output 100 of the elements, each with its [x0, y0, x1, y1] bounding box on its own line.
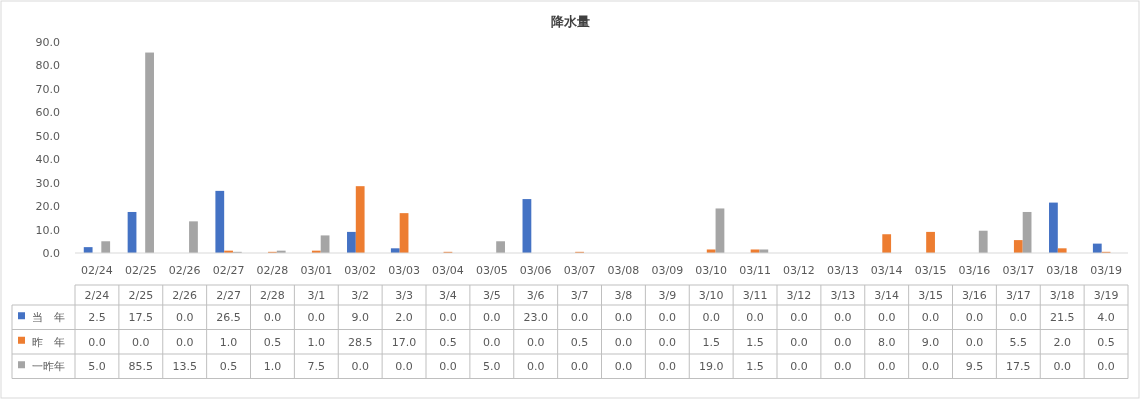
text: 3/7	[570, 289, 589, 302]
data-label: 0.0	[834, 335, 852, 349]
text: 3/18	[1049, 289, 1075, 302]
data-label: 1.0	[263, 360, 282, 374]
data-label: 17.5	[1006, 360, 1031, 374]
data-label: 7.5	[307, 360, 326, 374]
data-label: 0.0	[790, 360, 808, 374]
text: 3/1	[307, 289, 326, 302]
x-tick-label: 03/13	[826, 264, 859, 277]
data-label: 0.0	[921, 311, 940, 325]
x-tick-label: 03/19	[1090, 264, 1122, 277]
chart-title: 降水量	[551, 14, 590, 29]
data-label: 0.0	[439, 360, 457, 374]
data-label: 0.0	[88, 335, 106, 349]
data-label: 0.0	[570, 360, 589, 374]
x-tick-label: 03/10	[695, 264, 728, 277]
text: 3/10	[698, 289, 724, 302]
data-label: 0.0	[307, 311, 326, 325]
legend-label: 一昨年	[32, 360, 65, 374]
data-label: 9.0	[351, 311, 369, 325]
data-label: 0.0	[658, 360, 677, 374]
data-label: 0.0	[483, 311, 501, 325]
data-label: 0.0	[658, 335, 677, 349]
text: 2/25	[128, 289, 154, 302]
data-label: 0.0	[746, 311, 764, 325]
data-label: 26.5	[216, 311, 241, 325]
data-label: 13.5	[172, 360, 197, 374]
legend-label: 昨 年	[32, 335, 65, 349]
x-tick-label: 03/07	[563, 264, 596, 277]
data-label: 0.0	[614, 335, 633, 349]
data-label: 0.0	[965, 311, 984, 325]
legend-label: 当 年	[32, 311, 65, 325]
data-label: 0.0	[263, 311, 282, 325]
x-tick-label: 02/28	[256, 264, 289, 277]
data-label: 85.5	[128, 360, 154, 374]
data-label: 23.0	[523, 311, 548, 325]
y-tick-label: 90.0	[35, 36, 60, 49]
text: 3/2	[351, 289, 370, 302]
x-tick-label: 03/03	[388, 264, 420, 277]
data-label: 0.0	[1097, 360, 1115, 374]
data-label: 0.5	[439, 335, 457, 349]
data-label: 0.0	[790, 311, 808, 325]
data-label: 8.0	[877, 335, 896, 349]
data-label: 0.0	[351, 360, 369, 374]
data-label: 0.0	[834, 311, 852, 325]
data-label: 28.5	[347, 335, 373, 349]
x-tick-label: 03/06	[519, 264, 552, 277]
data-label: 17.0	[391, 335, 417, 349]
text: 3/4	[439, 289, 457, 302]
text: 3/11	[742, 289, 768, 302]
data-label: 0.0	[526, 360, 545, 374]
x-tick-label: 03/14	[870, 264, 903, 277]
y-tick-label: 40.0	[35, 153, 60, 167]
data-label: 0.0	[483, 335, 501, 349]
data-label: 5.5	[1009, 335, 1028, 349]
data-label: 1.5	[746, 360, 764, 374]
data-label: 0.0	[965, 335, 984, 349]
y-tick-label: 20.0	[35, 200, 60, 214]
x-tick-label: 03/18	[1046, 264, 1079, 277]
x-tick-label: 03/04	[432, 264, 464, 277]
data-label: 0.0	[175, 311, 194, 325]
data-label: 5.0	[483, 360, 501, 374]
data-label: 0.0	[702, 311, 720, 325]
data-label: 0.0	[1053, 360, 1071, 374]
y-tick-label: 10.0	[35, 223, 60, 237]
data-label: 0.0	[132, 335, 150, 349]
text: 3/9	[658, 289, 677, 302]
data-label: 1.0	[307, 335, 326, 349]
data-label: 0.0	[614, 311, 633, 325]
data-label: 0.5	[570, 335, 589, 349]
data-label: 0.0	[526, 335, 545, 349]
x-tick-label: 03/17	[1002, 264, 1035, 277]
x-tick-label: 03/15	[914, 264, 947, 277]
y-tick-label: 80.0	[35, 59, 60, 73]
x-tick-label: 02/25	[124, 264, 157, 277]
data-label: 1.5	[702, 335, 720, 349]
x-tick-label: 02/24	[81, 264, 113, 277]
data-label: 0.0	[1009, 311, 1028, 325]
data-label: 0.0	[439, 311, 457, 325]
text: 3/12	[786, 289, 812, 302]
y-tick-label: 70.0	[35, 82, 60, 96]
data-label: 0.5	[263, 335, 282, 349]
x-tick-label: 03/02	[344, 264, 377, 277]
data-label: 0.0	[877, 311, 896, 325]
data-label: 21.5	[1049, 311, 1075, 325]
data-label: 9.5	[965, 360, 984, 374]
data-label: 0.5	[1097, 335, 1115, 349]
x-tick-label: 02/26	[168, 264, 201, 277]
text: 3/15	[918, 289, 943, 302]
x-tick-label: 03/05	[475, 264, 508, 277]
text: 2/27	[216, 289, 241, 302]
data-label: 19.0	[698, 360, 724, 374]
data-label: 0.0	[790, 335, 808, 349]
data-label: 2.0	[1053, 335, 1071, 349]
y-tick-label: 30.0	[35, 176, 60, 190]
x-tick-label: 03/01	[300, 264, 333, 277]
text: 3/6	[526, 289, 545, 302]
text: 3/13	[830, 289, 856, 302]
y-tick-label: 60.0	[35, 106, 60, 120]
data-label: 0.0	[614, 360, 633, 374]
